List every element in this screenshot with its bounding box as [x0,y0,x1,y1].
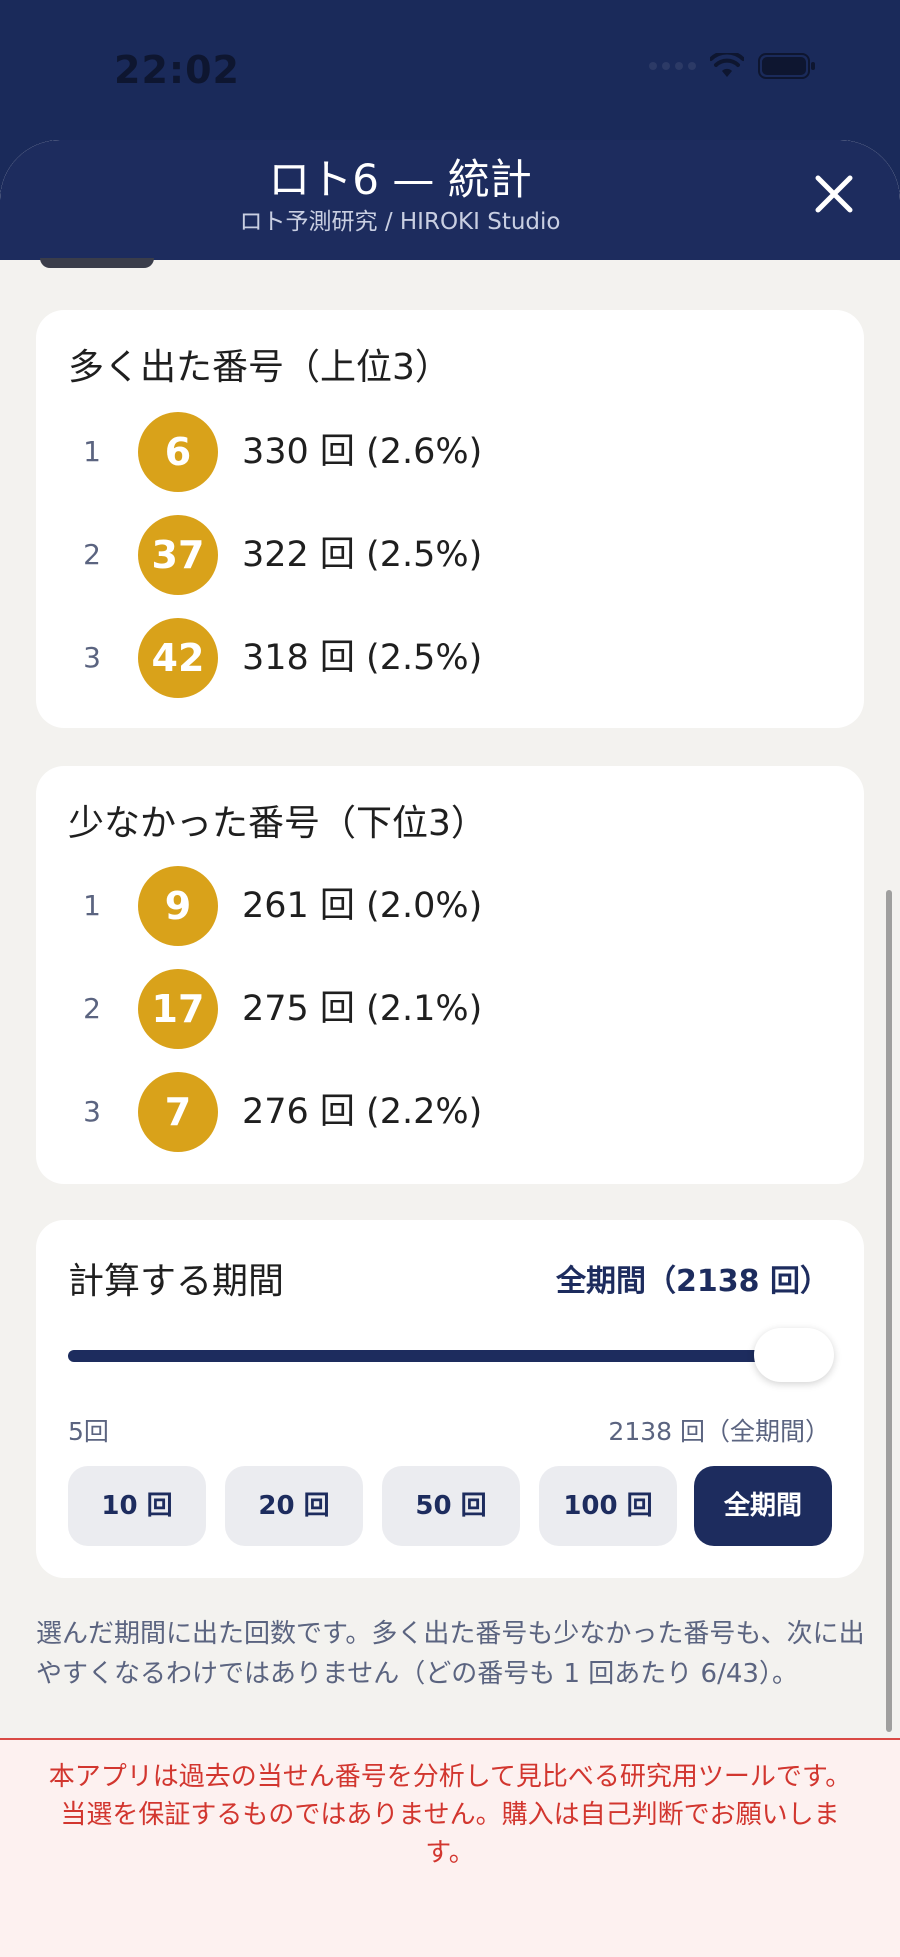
rank-number: 1 [83,889,101,922]
explanation-note: 選んだ期間に出た回数です。多く出た番号も少なかった番号も、次に出やすくなるわけで… [36,1619,865,1689]
draw-count: 322 回 (2.5%) [242,535,483,575]
least-frequent-row: 2 17 275 回 (2.1%) [36,969,864,1049]
number-ball: 7 [138,1072,218,1152]
rank-number: 2 [83,992,101,1025]
number-ball: 42 [138,618,218,698]
status-icons [649,52,816,80]
most-frequent-card: 多く出た番号（上位3） 1 6 330 回 (2.6%) 2 37 322 回 … [36,310,864,728]
period-button-100[interactable]: 100 回 [539,1466,677,1546]
number-ball: 17 [138,969,218,1049]
draw-count: 275 回 (2.1%) [242,989,483,1029]
least-frequent-row: 1 9 261 回 (2.0%) [36,866,864,946]
period-card: 計算する期間 全期間（2138 回） 5回 2138 回（全期間） 10 回 2… [36,1220,864,1578]
sheet-header: ロト6 — 統計 ロト予測研究 / HIROKI Studio [0,140,900,260]
rank-number: 3 [83,641,101,674]
period-slider-thumb[interactable] [754,1328,834,1382]
most-frequent-row: 1 6 330 回 (2.6%) [36,412,864,492]
slider-max-label: 2138 回（全期間） [608,1417,830,1446]
draw-count: 318 回 (2.5%) [242,638,483,678]
rank-number: 1 [83,435,101,468]
number-ball: 37 [138,515,218,595]
draw-count: 276 回 (2.2%) [242,1092,483,1132]
cellular-signal-icon [649,62,696,70]
number-ball: 9 [138,866,218,946]
least-frequent-title: 少なかった番号（下位3） [68,803,487,844]
draw-count: 261 回 (2.0%) [242,886,483,926]
status-bar: 22:02 [0,0,900,140]
least-frequent-row: 3 7 276 回 (2.2%) [36,1072,864,1152]
wifi-icon [710,53,744,77]
most-frequent-row: 2 37 322 回 (2.5%) [36,515,864,595]
page-title: ロト6 — 統計 [268,155,532,204]
period-button-10[interactable]: 10 回 [68,1466,206,1546]
battery-icon [758,53,815,79]
close-button[interactable] [806,166,862,222]
most-frequent-row: 3 42 318 回 (2.5%) [36,618,864,698]
period-slider-track[interactable] [68,1350,824,1362]
period-button-50[interactable]: 50 回 [382,1466,520,1546]
number-ball: 6 [138,412,218,492]
rank-number: 3 [83,1095,101,1128]
most-frequent-title: 多く出た番号（上位3） [68,347,451,388]
draw-count: 330 回 (2.6%) [242,432,483,472]
slider-min-label: 5回 [68,1417,109,1446]
period-button-all[interactable]: 全期間 [694,1466,832,1546]
disclaimer-text: 本アプリは過去の当せん番号を分析して見比べる研究用ツールです。当選を保証するもの… [48,1762,852,1868]
scrolled-content-edge [40,258,154,268]
scrollbar[interactable] [886,890,892,1732]
rank-number: 2 [83,538,101,571]
disclaimer-banner: 本アプリは過去の当せん番号を分析して見比べる研究用ツールです。当選を保証するもの… [0,1738,900,1957]
period-button-20[interactable]: 20 回 [225,1466,363,1546]
page-subtitle: ロト予測研究 / HIROKI Studio [239,209,561,235]
status-time: 22:02 [114,48,240,92]
period-title: 計算する期間 [68,1261,285,1302]
period-value: 全期間（2138 回） [556,1264,830,1299]
stats-sheet: ロト6 — 統計 ロト予測研究 / HIROKI Studio 多く出た番号（上… [0,140,900,1957]
close-icon [815,175,853,213]
least-frequent-card: 少なかった番号（下位3） 1 9 261 回 (2.0%) 2 17 275 回… [36,766,864,1184]
